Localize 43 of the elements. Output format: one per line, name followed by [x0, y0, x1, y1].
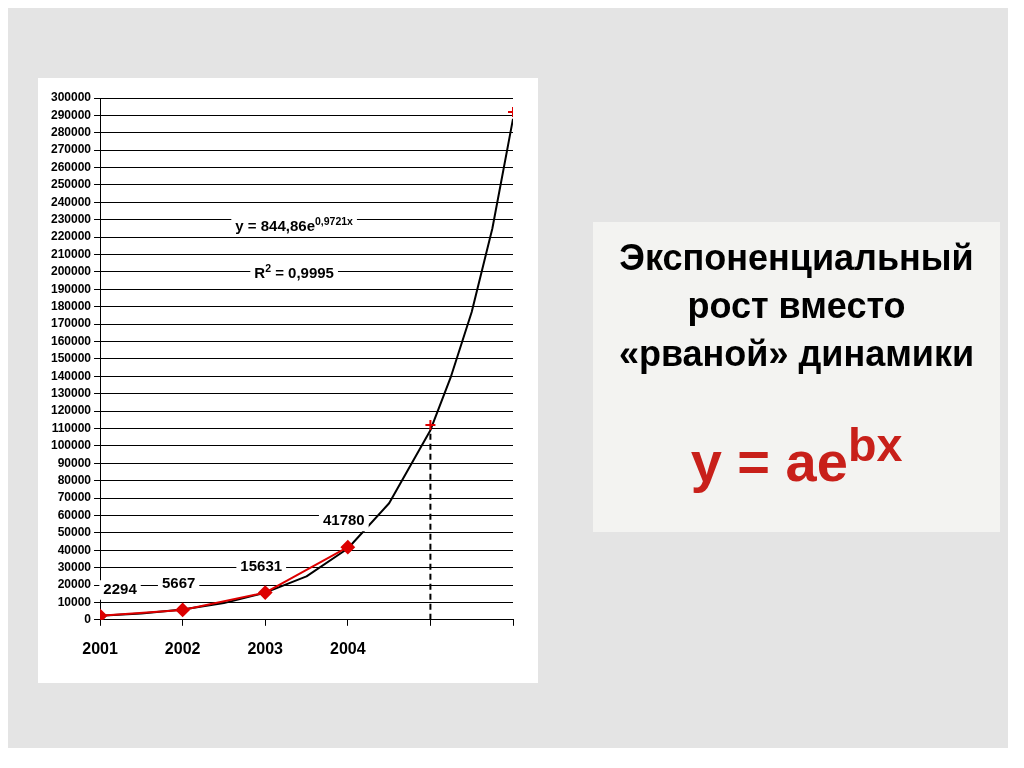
y-tick-label: 220000 [51, 229, 92, 244]
y-tick-label: 300000 [51, 90, 92, 105]
y-tick-label: 130000 [51, 386, 92, 400]
data-label: 41780 [322, 511, 365, 529]
y-tick-label: 160000 [51, 333, 92, 348]
y-tick-label: 260000 [51, 159, 92, 174]
y-tick-label: 30000 [57, 559, 92, 574]
data-label: 15631 [240, 556, 283, 574]
point [340, 540, 355, 555]
data-label: 2294 [103, 579, 138, 597]
y-tick-label: 10000 [57, 594, 92, 609]
y-tick-label: 230000 [51, 212, 92, 227]
text: y = ae$^{bx}$ [689, 418, 904, 494]
y-tick-label: 20000 [57, 577, 92, 592]
y-tick-label: 200000 [51, 264, 92, 279]
y-tick-label: 60000 [57, 507, 92, 522]
y-tick-label: 240000 [51, 194, 92, 209]
y-tick-label: 250000 [51, 177, 92, 192]
y-tick-label: 140000 [51, 368, 92, 383]
text: Экспоненциальный рост вместо «рваной» динамики [617, 236, 976, 376]
y-tick-label: 90000 [57, 455, 92, 470]
y-tick-label: 80000 [57, 472, 92, 487]
y-tick-label: 270000 [51, 142, 92, 157]
y-tick-label: 280000 [51, 125, 92, 140]
y-tick-label: 120000 [51, 403, 92, 418]
y-tick-label: 50000 [57, 525, 92, 540]
y-tick-label: 290000 [51, 107, 92, 122]
y-tick-label: 40000 [57, 542, 92, 557]
data-label: 5667 [161, 573, 196, 591]
y-tick-label: 190000 [51, 281, 92, 296]
y-tick-label: 100000 [51, 438, 92, 453]
x-tick-label: 2001 [82, 639, 118, 657]
y-tick-label: 150000 [51, 351, 92, 366]
x-tick-label: 2003 [247, 639, 284, 657]
point [258, 585, 273, 600]
y-tick-label: 170000 [51, 316, 92, 331]
x-tick-label: 2004 [330, 639, 366, 657]
x-tick-label: 2002 [164, 639, 201, 657]
y-tick-label: 110000 [51, 420, 92, 435]
y-tick-label: 180000 [51, 299, 92, 314]
y-tick-label: 210000 [51, 246, 92, 261]
y-tick-label: 70000 [57, 490, 92, 505]
y-tick-label: 0 [84, 612, 92, 627]
